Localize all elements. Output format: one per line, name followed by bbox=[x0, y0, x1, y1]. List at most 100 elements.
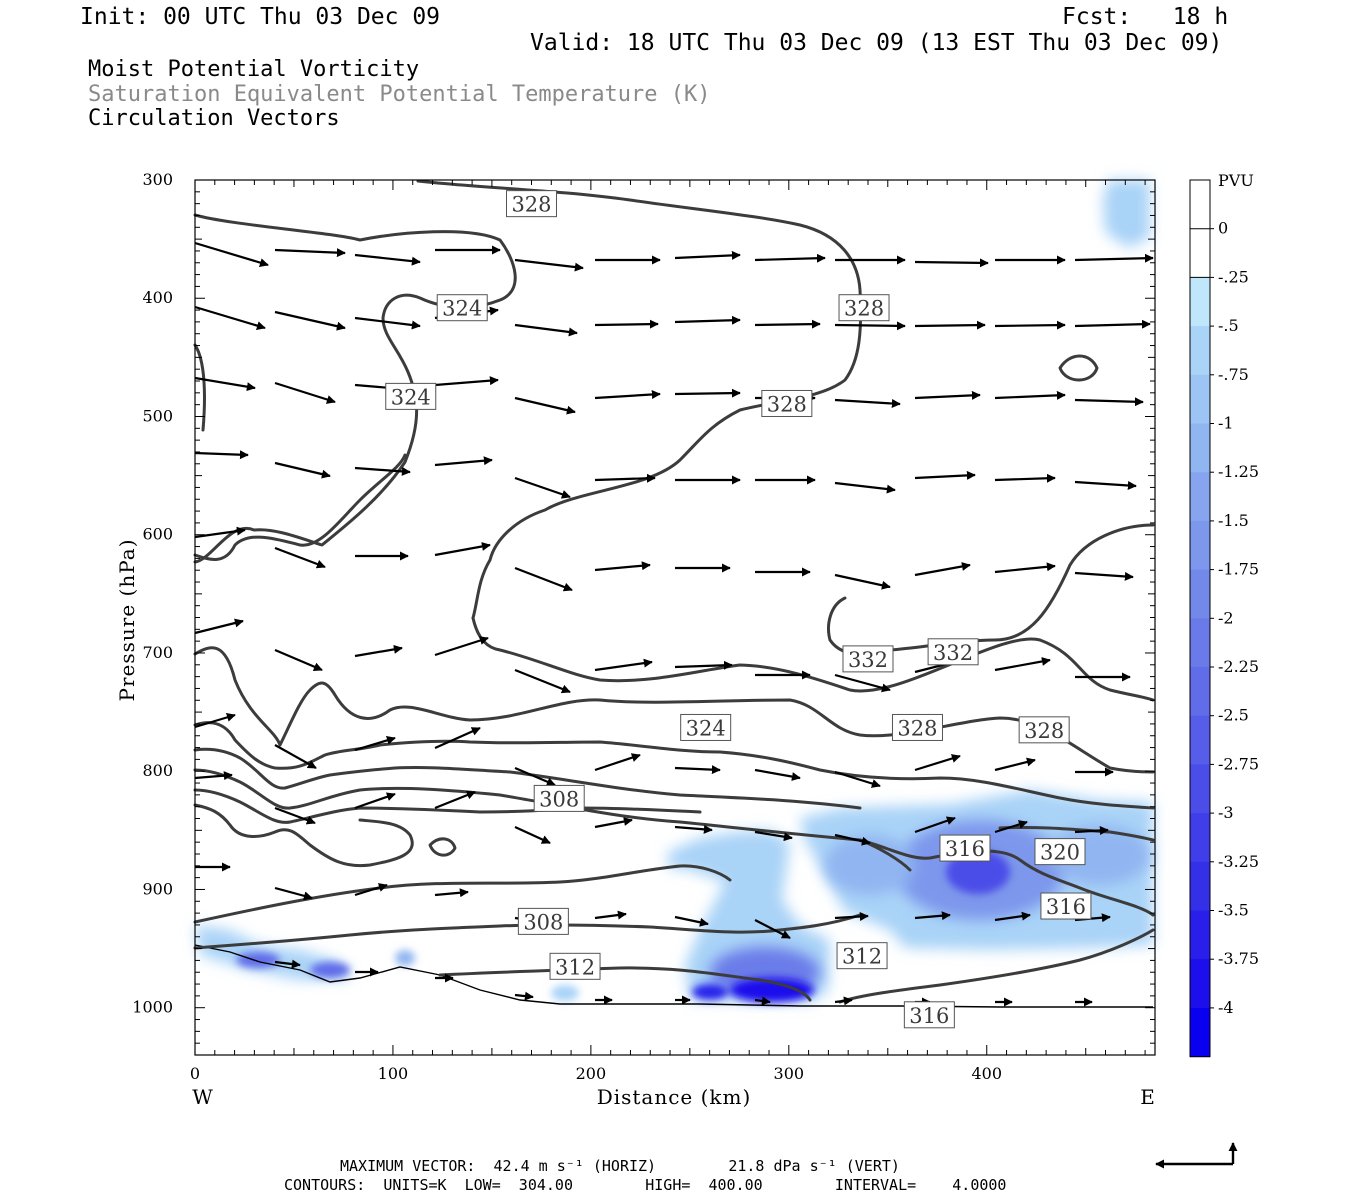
vector-arrow bbox=[194, 618, 244, 635]
contour-label: 312 bbox=[549, 952, 601, 980]
contour-label-text: 324 bbox=[442, 297, 482, 321]
vector-arrow bbox=[194, 450, 249, 460]
colorbar-swatch bbox=[1190, 715, 1210, 765]
colorbar-swatch bbox=[1190, 472, 1210, 522]
vector-arrow bbox=[994, 390, 1066, 400]
reference-vector bbox=[1155, 1142, 1238, 1169]
vector-arrow bbox=[674, 315, 741, 325]
vector-arrow bbox=[434, 726, 481, 750]
vector-arrow bbox=[194, 241, 269, 267]
vector-arrow bbox=[914, 911, 951, 921]
contour-labels: 328 324 328 324 328 332 332 324 328 328 308 316 320 3… bbox=[385, 190, 1092, 1029]
contour-label: 328 bbox=[1018, 716, 1070, 744]
x-axis-right-label: E bbox=[1140, 1085, 1156, 1109]
colorbar-label: -4 bbox=[1218, 998, 1234, 1017]
colorbar-label: 0 bbox=[1218, 219, 1228, 238]
vector-arrow bbox=[434, 456, 493, 467]
y-tick-label: 1000 bbox=[132, 998, 173, 1017]
colorbar-swatch bbox=[1190, 861, 1210, 912]
contour-label-text: 320 bbox=[1040, 841, 1080, 865]
contour-label-text: 328 bbox=[767, 392, 807, 416]
contour-324-west bbox=[193, 453, 407, 561]
contour-label: 308 bbox=[533, 784, 585, 812]
vector-arrow bbox=[594, 561, 651, 572]
vector-arrow bbox=[994, 562, 1056, 574]
vector-arrow bbox=[594, 817, 633, 829]
contour-332 bbox=[827, 523, 1155, 656]
vector-arrow bbox=[274, 310, 346, 331]
vector-arrow bbox=[1074, 825, 1109, 835]
contour-label-text: 316 bbox=[945, 837, 985, 861]
contour-label: 332 bbox=[842, 645, 894, 673]
vector-arrow bbox=[994, 320, 1066, 330]
title-pv: Moist Potential Vorticity bbox=[88, 57, 420, 82]
vector-arrow bbox=[754, 768, 801, 782]
colorbar-swatch bbox=[1190, 618, 1210, 668]
vector-arrow bbox=[514, 991, 534, 1001]
vector-arrow bbox=[1074, 253, 1154, 263]
colorbar-label: -1.25 bbox=[1218, 462, 1259, 481]
contour-label-box bbox=[761, 389, 813, 417]
vector-arrow bbox=[834, 911, 869, 921]
vector-arrow bbox=[674, 824, 713, 834]
vector-arrow bbox=[354, 792, 396, 810]
contour-label-box bbox=[505, 190, 557, 218]
pv-max-west-2 bbox=[310, 962, 350, 978]
vector-arrow bbox=[354, 883, 388, 897]
vector-arrow bbox=[674, 250, 741, 260]
vector-arrow bbox=[434, 790, 476, 810]
contour-label: 328 bbox=[838, 294, 890, 322]
x-axis-title: Distance (km) bbox=[597, 1085, 752, 1109]
vector-arrow bbox=[834, 770, 881, 788]
colorbar-swatch bbox=[1190, 374, 1210, 425]
contour-label-box bbox=[838, 294, 890, 322]
contour-308-lower bbox=[193, 864, 732, 924]
ground-surface-line bbox=[194, 944, 1153, 1008]
x-tick-label: 100 bbox=[378, 1064, 409, 1083]
contour-label-box bbox=[680, 713, 732, 741]
colorbar: PVU 0 -.25 -.5 -.75 -1 -1.25 -1.5 -1.75 -2 -2.25 -2… bbox=[1189, 171, 1259, 1058]
y-tick-label: 500 bbox=[142, 406, 173, 425]
contour-label: 312 bbox=[836, 942, 888, 970]
vector-arrow bbox=[194, 713, 236, 729]
vector-arrow bbox=[514, 566, 573, 592]
contour-label-text: 312 bbox=[555, 955, 595, 979]
contour-label: 332 bbox=[927, 638, 979, 666]
contour-label-text: 312 bbox=[842, 945, 882, 969]
contour-label-text: 308 bbox=[539, 787, 579, 811]
pv-max-west-1 bbox=[236, 952, 280, 968]
colorbar-label: -.75 bbox=[1218, 365, 1249, 384]
contour-label-box bbox=[385, 382, 437, 410]
vector-arrow bbox=[994, 657, 1051, 672]
vector-arrow bbox=[994, 911, 1031, 922]
x-axis-left-label: W bbox=[192, 1085, 214, 1109]
vector-arrow bbox=[434, 376, 499, 387]
contour-label: 324 bbox=[385, 382, 437, 410]
contour-328-east bbox=[416, 179, 863, 620]
contour-label-box bbox=[1034, 838, 1086, 866]
contour-label-text: 332 bbox=[848, 648, 888, 672]
colorbar-label: -1.75 bbox=[1218, 560, 1259, 579]
vector-arrow bbox=[914, 258, 989, 268]
vector-arrow bbox=[434, 636, 489, 657]
y-tick-label: 600 bbox=[142, 525, 173, 544]
vector-arrow bbox=[514, 766, 556, 787]
vector-arrow bbox=[1074, 319, 1151, 329]
vector-arrow bbox=[1074, 480, 1137, 490]
contour-308 bbox=[193, 788, 702, 824]
contour-small-loop bbox=[1058, 354, 1099, 382]
vector-arrow bbox=[354, 644, 403, 658]
contour-label-box bbox=[891, 713, 943, 741]
contour-label-box bbox=[1018, 716, 1070, 744]
contour-label-box bbox=[517, 907, 569, 935]
x-tick-label: 300 bbox=[774, 1064, 805, 1083]
vector-arrow bbox=[594, 910, 627, 920]
contour-label-box bbox=[927, 638, 979, 666]
vector-arrow bbox=[274, 248, 346, 258]
vector-arrow bbox=[434, 888, 469, 898]
vector-arrow bbox=[994, 473, 1056, 483]
contour-small-closed bbox=[428, 837, 457, 857]
contour-label-text: 328 bbox=[1024, 719, 1064, 743]
contour-mid-trough bbox=[471, 616, 1155, 702]
contour-label-text: 308 bbox=[523, 910, 563, 934]
